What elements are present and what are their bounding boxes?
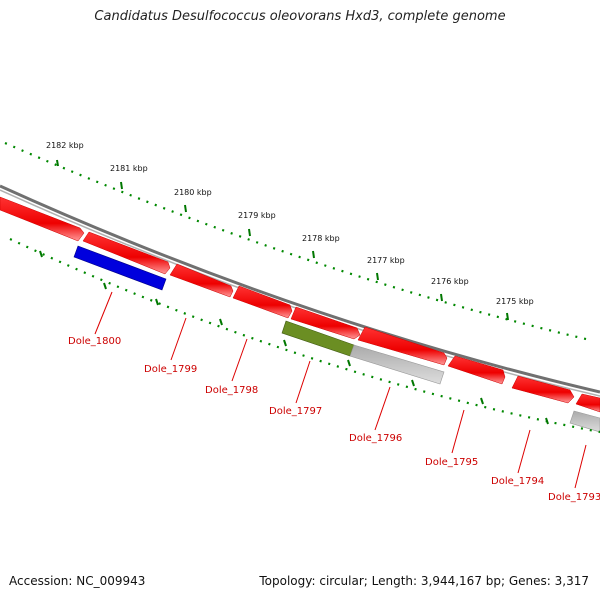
leader-line [517,429,531,474]
scale-label-2177: 2177 kbp [367,256,405,265]
grey-feature [569,410,600,433]
leader-line [451,409,465,454]
leader-line [231,338,248,382]
gene-arrow [82,231,171,275]
genome-title: Candidatus Desulfococcus oleovorans Hxd3… [94,9,506,24]
scale-tick [283,339,287,347]
scale-label-2178: 2178 kbp [302,234,340,243]
gene-label-dole-1798: Dole_1798 [205,385,258,396]
scale-label-2181: 2181 kbp [110,164,148,173]
gene-arrow [357,326,448,366]
gene-label-dole-1796: Dole_1796 [349,433,402,444]
scale-tick [120,181,123,190]
scale-tick [39,250,43,258]
forward-genes [0,196,600,413]
gene-label-dole-1800: Dole_1800 [68,336,121,347]
scale-tick [347,359,351,367]
scale-tick [480,397,484,405]
scale-tick [184,204,187,213]
scale-track-bottom [9,238,600,434]
gene-label-dole-1797: Dole_1797 [269,406,322,417]
scale-label-2182: 2182 kbp [46,141,84,150]
scale-label-2176: 2176 kbp [431,277,469,286]
scale-tick [248,228,251,237]
gene-labels: Dole_1800 Dole_1799 Dole_1798 Dole_1797 … [68,336,600,503]
scale-tick [56,159,59,167]
gene-arrow [169,263,234,298]
leader-line [94,291,113,335]
gene-arrow [575,393,600,413]
gene-leaders [94,291,587,489]
gene-label-dole-1794: Dole_1794 [491,476,544,487]
leader-line [295,360,311,404]
gene-label-dole-1795: Dole_1795 [425,457,478,468]
leader-line [574,444,587,489]
genome-backbone [0,184,600,397]
leader-line [170,317,187,361]
scale-tick [506,312,509,321]
scale-label-2180: 2180 kbp [174,188,212,197]
scale-track-top [4,141,591,342]
leader-line [374,386,391,431]
scale-tick [411,379,415,387]
gene-arrow [232,285,293,319]
scale-tick [545,417,549,425]
grey-feature [349,344,445,385]
gene-arrow [447,355,506,385]
scale-label-2179: 2179 kbp [238,211,276,220]
gene-label-dole-1793: Dole_1793 [548,492,600,503]
accession-text: Accession: NC_009943 [9,574,146,588]
gene-arrow [290,306,361,340]
genome-summary-text: Topology: circular; Length: 3,944,167 bp… [259,574,589,588]
scale-labels: 2182 kbp 2181 kbp 2180 kbp 2179 kbp 2178… [46,141,534,306]
gene-label-dole-1799: Dole_1799 [144,364,197,375]
scale-label-2175: 2175 kbp [496,297,534,306]
scale-tick [440,293,443,302]
scale-tick [219,318,223,326]
blue-feature [73,245,167,291]
gene-arrow [0,196,85,242]
scale-tick [312,250,315,259]
scale-tick [376,272,379,281]
gene-arrow [511,375,575,404]
reverse-features [73,245,600,433]
scale-tick [155,298,159,306]
scale-tick [103,282,107,290]
